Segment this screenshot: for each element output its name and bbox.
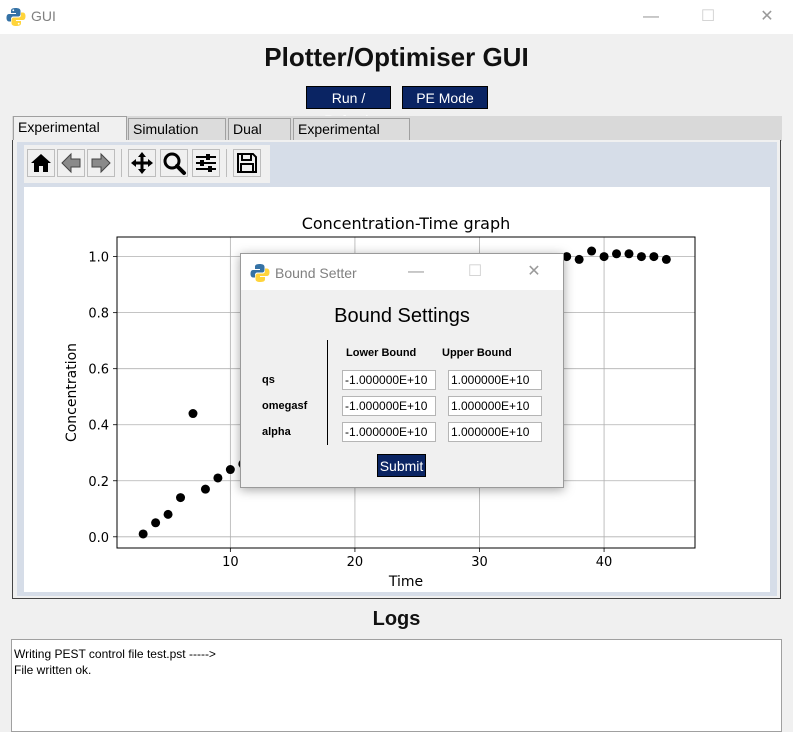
- configure-subplots-button[interactable]: [192, 149, 220, 177]
- y-tick-label: 1.0: [88, 251, 109, 266]
- data-point: [213, 473, 223, 483]
- home-button[interactable]: [27, 149, 55, 177]
- bound-setter-dialog: Bound Setter — ☐ ✕ Bound Settings Lower …: [240, 253, 564, 488]
- data-point: [612, 249, 622, 259]
- data-point: [188, 409, 198, 419]
- data-point: [138, 529, 148, 539]
- data-point: [225, 465, 235, 475]
- home-icon: [31, 154, 51, 172]
- log-output[interactable]: Writing PEST control file test.pst -----…: [11, 639, 782, 732]
- x-tick-label: 30: [471, 555, 488, 570]
- data-point: [176, 493, 186, 503]
- zoom-button[interactable]: [160, 149, 188, 177]
- toolbar-separator: [226, 149, 227, 177]
- y-tick-label: 0.4: [88, 419, 109, 434]
- y-tick-label: 0.8: [88, 307, 109, 322]
- data-point: [574, 254, 584, 264]
- x-axis-label: Time: [388, 574, 423, 590]
- y-tick-label: 0.6: [88, 363, 109, 378]
- tab-experimental-data[interactable]: Experimental Data: [293, 118, 410, 158]
- forward-icon: [91, 152, 111, 174]
- column-divider: [327, 340, 328, 445]
- window-titlebar: GUI — ☐ ✕: [0, 0, 793, 34]
- back-button[interactable]: [57, 149, 85, 177]
- logs-title: Logs: [372, 608, 421, 630]
- y-axis-label: Concentration: [64, 343, 80, 442]
- omegasf-lower-input[interactable]: -1.000000E+10: [342, 396, 436, 416]
- param-label-omegasf: omegasf: [262, 400, 308, 412]
- param-label-alpha: alpha: [262, 426, 291, 438]
- data-point: [163, 509, 173, 519]
- toolbar-separator: [121, 149, 122, 177]
- lower-bound-header: Lower Bound: [346, 347, 417, 359]
- log-line: Writing PEST control file test.pst -----…: [14, 647, 216, 661]
- data-point: [200, 484, 210, 494]
- window-title: GUI: [31, 8, 56, 24]
- data-point: [151, 518, 161, 528]
- maximize-button[interactable]: ☐: [700, 8, 716, 25]
- configure-subplots-icon: [196, 154, 216, 172]
- data-point: [562, 252, 572, 262]
- x-tick-label: 20: [347, 555, 364, 570]
- dialog-maximize-button[interactable]: ☐: [467, 263, 483, 280]
- alpha-lower-input[interactable]: -1.000000E+10: [342, 422, 436, 442]
- y-tick-label: 0.2: [88, 475, 109, 490]
- dialog-title: Bound Setter: [275, 265, 357, 281]
- python-logo-icon: [250, 264, 270, 282]
- data-point: [587, 246, 597, 256]
- close-button[interactable]: ✕: [760, 8, 774, 25]
- data-point: [599, 252, 609, 262]
- x-tick-label: 10: [222, 555, 239, 570]
- data-point: [636, 252, 646, 262]
- scatter-chart: 10 20 30 400.00.20.40.60.81.0Concentration-…: [64, 214, 696, 590]
- qs-lower-input[interactable]: -1.000000E+10: [342, 370, 436, 390]
- x-tick-label: 40: [596, 555, 613, 570]
- tab-simulation-plot[interactable]: Simulation Plot: [128, 118, 226, 158]
- forward-button[interactable]: [87, 149, 115, 177]
- zoom-icon: [163, 152, 186, 175]
- python-logo-icon: [6, 8, 26, 26]
- upper-bound-header: Upper Bound: [442, 347, 512, 359]
- page-title: Plotter/Optimiser GUI: [264, 42, 529, 72]
- back-icon: [61, 152, 81, 174]
- save-icon: [237, 153, 257, 173]
- dialog-heading: Bound Settings: [334, 305, 470, 327]
- submit-button[interactable]: Submit: [377, 454, 426, 477]
- y-tick-label: 0.0: [88, 531, 109, 546]
- data-point: [649, 252, 659, 262]
- chart-title: Concentration-Time graph: [302, 214, 511, 233]
- data-point: [661, 254, 671, 264]
- pan-icon: [131, 152, 153, 174]
- pan-button[interactable]: [128, 149, 156, 177]
- tab-dual-plot[interactable]: Dual Plot: [228, 118, 291, 158]
- dialog-close-button[interactable]: ✕: [527, 263, 541, 280]
- plot-frame: [116, 236, 696, 549]
- pe-mode-button[interactable]: PE Mode: [402, 86, 488, 109]
- omegasf-upper-input[interactable]: 1.000000E+10: [448, 396, 542, 416]
- dialog-titlebar: Bound Setter — ☐ ✕: [241, 254, 563, 290]
- tab-experimental-plot[interactable]: Experimental Plot: [13, 116, 127, 156]
- data-point: [624, 249, 634, 259]
- alpha-upper-input[interactable]: 1.000000E+10: [448, 422, 542, 442]
- param-label-qs: qs: [262, 374, 275, 386]
- log-line: File written ok.: [14, 663, 92, 677]
- dialog-minimize-button[interactable]: —: [408, 263, 424, 280]
- minimize-button[interactable]: —: [643, 8, 659, 25]
- save-button[interactable]: [233, 149, 261, 177]
- qs-upper-input[interactable]: 1.000000E+10: [448, 370, 542, 390]
- run-refresh-button[interactable]: Run / Refresh: [306, 86, 391, 128]
